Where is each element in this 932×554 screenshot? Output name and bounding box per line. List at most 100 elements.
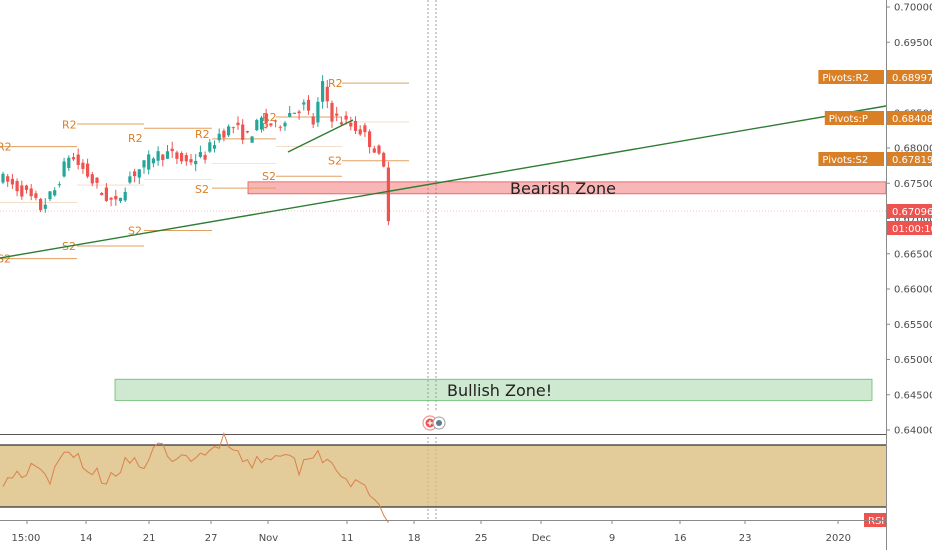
candle-body: [311, 116, 315, 125]
price-tag-value: 0.68408: [892, 114, 932, 125]
candle-body: [227, 126, 231, 136]
candle-body: [377, 145, 381, 154]
candle-body: [321, 81, 325, 102]
candle-body: [57, 184, 61, 186]
price-tick-label: 0.65500: [894, 320, 932, 331]
candle-body: [259, 117, 264, 130]
bullish-zone-label: Bullish Zone!: [447, 381, 552, 400]
candle-body: [133, 171, 137, 177]
candle-body: [349, 122, 353, 127]
time-tick-label: 16: [674, 533, 687, 544]
time-tick-label: 21: [143, 533, 156, 544]
price-tag-label-bg: [818, 70, 884, 84]
candle-body: [184, 155, 188, 162]
pivot-label: S2: [195, 183, 209, 196]
time-tick-label: 25: [475, 533, 488, 544]
price-tag-label: Pivots:P: [829, 114, 868, 125]
bearish-zone-label: Bearish Zone: [510, 179, 616, 198]
candle-body: [222, 130, 226, 138]
pivot-label: S2: [328, 155, 342, 168]
candle-body: [269, 123, 273, 126]
candle-body: [306, 99, 311, 111]
candle-body: [20, 185, 24, 197]
candle-body: [198, 152, 202, 157]
candle-body: [161, 154, 165, 161]
price-tick-label: 0.67500: [894, 179, 932, 190]
price-tick-label: 0.65000: [894, 355, 932, 366]
candle-body: [71, 157, 76, 160]
candle-body: [217, 133, 221, 141]
rsi-band: [0, 445, 886, 507]
trendline: [0, 105, 887, 259]
candle-body: [24, 185, 29, 190]
candle-body: [264, 113, 268, 124]
price-tag-label-bg: [824, 111, 884, 125]
candle-body: [6, 176, 10, 182]
candle-body: [86, 163, 90, 177]
candle-body: [137, 169, 141, 178]
pivot-label: S2: [262, 170, 276, 183]
candle-body: [358, 129, 362, 135]
candle-body: [95, 177, 99, 183]
candle-body: [62, 161, 66, 177]
candle-body: [123, 191, 127, 201]
candle-body: [118, 197, 123, 202]
candle-body: [10, 178, 14, 185]
time-tick-label: 14: [80, 533, 93, 544]
candle-body: [292, 112, 296, 114]
price-tick-label: 0.68000: [894, 144, 932, 155]
candle-body: [147, 154, 151, 170]
candle-body: [231, 127, 235, 129]
candle-body: [330, 102, 334, 122]
price-tag-value: 0.68997: [892, 73, 932, 84]
candle-body: [382, 152, 386, 167]
candle-body: [100, 193, 104, 196]
time-tick-label: 15:00: [12, 533, 41, 544]
price-tag-value-bg: [887, 204, 932, 218]
candle-body: [67, 157, 71, 168]
grid: [0, 0, 886, 520]
candle-body: [325, 86, 329, 102]
candle-body: [283, 122, 287, 127]
price-tag-value: 01:00:10: [892, 224, 932, 235]
candle-body: [43, 204, 47, 209]
candle-body: [274, 120, 278, 122]
pivot-lines: R2R2R2R2R2R2S2S2S2S2S2S2P: [0, 77, 409, 266]
candle-body: [339, 122, 343, 125]
event-marker-icon: [436, 420, 442, 426]
candle-body: [316, 101, 320, 123]
time-tick-label: Nov: [259, 533, 279, 544]
candle-body: [48, 191, 52, 200]
candle-body: [142, 160, 146, 168]
time-tick-label: 27: [205, 533, 218, 544]
candle-body: [180, 153, 184, 162]
candle-body: [175, 152, 179, 159]
time-tick-label: 23: [739, 533, 752, 544]
time-axis: 15:00 14 21 27 Nov 11 18 25 Dec 9 16 23 2020: [0, 520, 886, 544]
price-tag-label: Pivots:R2: [822, 73, 868, 84]
candle-body: [372, 148, 376, 153]
pivot-label: S2: [0, 253, 11, 266]
candle-body: [170, 148, 174, 152]
price-tag-value-bg: [887, 111, 932, 125]
pivot-label: R2: [62, 119, 77, 132]
bullish-zone: [114, 378, 873, 401]
price-tick-label: 0.66000: [894, 285, 932, 296]
candle-body: [203, 154, 207, 160]
candle-body: [104, 187, 108, 201]
candle-body: [250, 136, 254, 143]
price-tick-label: 0.64500: [894, 390, 932, 401]
time-tick-label: Dec: [532, 533, 551, 544]
rsi-name: RSI: [868, 516, 884, 527]
candle-body: [212, 145, 217, 149]
candle-body: [29, 188, 33, 197]
rsi-line: [2, 431, 389, 523]
candle-body: [156, 151, 160, 161]
candle-body: [34, 193, 38, 199]
candle-body: [353, 120, 358, 131]
candle-body: [128, 176, 132, 183]
pivot-label: P: [262, 121, 269, 134]
candle-body: [165, 151, 170, 159]
